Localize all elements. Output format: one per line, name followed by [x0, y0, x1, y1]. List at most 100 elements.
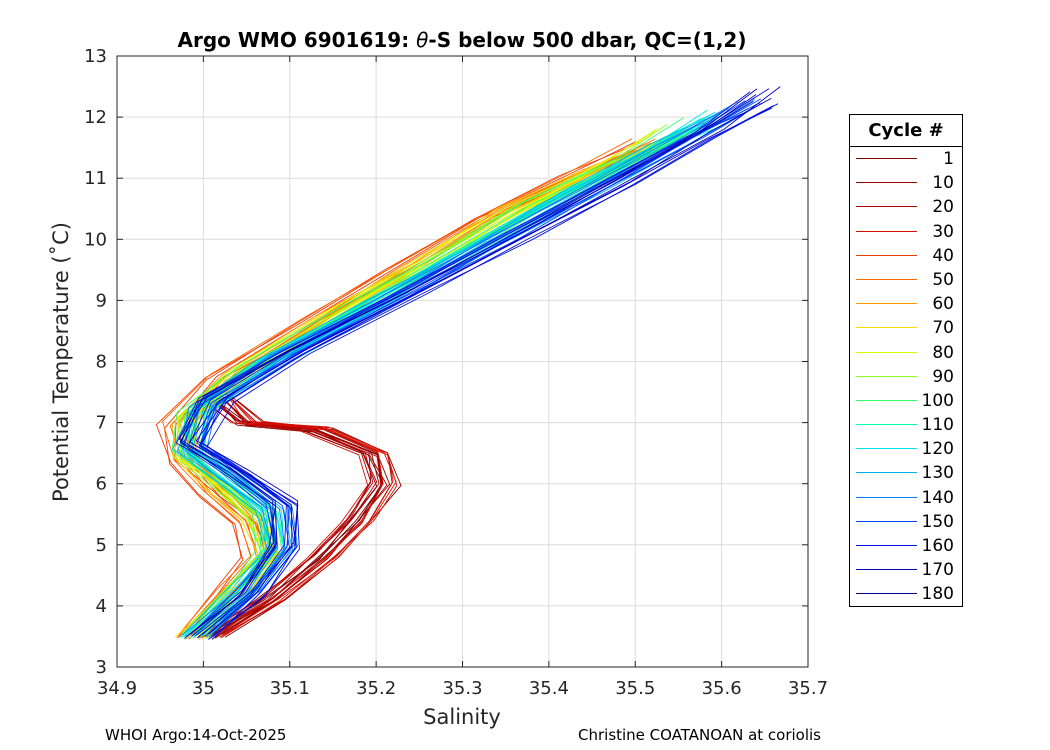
profile-line — [206, 103, 779, 638]
legend-entry: 170 — [850, 558, 962, 582]
profile-line — [189, 98, 772, 639]
legend-label: 70 — [932, 318, 954, 339]
legend-swatch — [856, 545, 917, 546]
profile-line — [171, 142, 652, 639]
y-axis-ticks: 3 4 5 6 7 8 9 10 11 12 13 — [84, 46, 808, 678]
legend-entry: 1 — [850, 147, 962, 171]
legend-swatch — [856, 327, 917, 329]
legend-entry: 80 — [850, 341, 962, 365]
legend-label: 100 — [921, 390, 954, 411]
legend-entry: 50 — [850, 268, 962, 292]
legend-swatch — [856, 182, 917, 184]
legend-swatch — [856, 206, 917, 208]
legend-swatch — [856, 399, 917, 401]
y-tick-label: 6 — [96, 474, 107, 495]
profile-line — [196, 131, 685, 638]
legend-label: 150 — [921, 511, 954, 532]
x-tick-label: 35.7 — [788, 678, 828, 699]
legend-entry: 130 — [850, 461, 962, 485]
legend-swatch — [856, 593, 917, 595]
profile-line — [195, 86, 781, 635]
legend-label: 110 — [921, 415, 954, 436]
legend-label: 20 — [932, 197, 954, 218]
legend-entry: 90 — [850, 365, 962, 389]
legend-label: 60 — [932, 294, 954, 315]
legend-entry: 110 — [850, 413, 962, 437]
legend-label: 30 — [932, 221, 954, 242]
x-tick-label: 35 — [192, 678, 215, 699]
legend-label: 120 — [921, 439, 954, 460]
y-tick-label: 4 — [96, 596, 107, 617]
legend-swatch — [856, 254, 917, 256]
y-axis-label: Potential Temperature (˚C) — [49, 222, 73, 502]
legend-entry: 160 — [850, 534, 962, 558]
legend-entry: 150 — [850, 510, 962, 534]
profile-line — [180, 100, 754, 638]
legend-label: 50 — [932, 269, 954, 290]
legend-entry: 60 — [850, 292, 962, 316]
profile-line — [179, 88, 758, 635]
legend-entry: 30 — [850, 220, 962, 244]
y-tick-label: 12 — [84, 107, 107, 128]
profile-line — [171, 117, 684, 634]
legend-swatch — [856, 496, 917, 498]
legend-swatch — [856, 158, 917, 159]
legend-swatch — [856, 472, 917, 474]
legend-entry: 120 — [850, 437, 962, 461]
y-tick-label: 8 — [96, 352, 107, 373]
x-tick-label: 35.3 — [442, 678, 482, 699]
y-tick-label: 7 — [96, 413, 107, 434]
profile-line — [198, 401, 369, 638]
profile-line — [162, 138, 633, 635]
profile-line — [200, 397, 374, 639]
profile-line — [194, 131, 684, 637]
grid — [117, 56, 808, 667]
chart-title: Argo WMO 6901619: θ-S below 500 dbar, QC… — [178, 28, 747, 52]
legend-entry: 70 — [850, 316, 962, 340]
legend-swatch — [856, 278, 917, 280]
legend-swatch — [856, 569, 917, 571]
legend-label: 130 — [921, 463, 954, 484]
legend-entry: 20 — [850, 195, 962, 219]
profile-line — [180, 107, 729, 636]
profile-line — [223, 394, 394, 635]
y-tick-label: 3 — [96, 657, 107, 678]
footer-left: WHOI Argo:14-Oct-2025 — [105, 726, 287, 744]
profile-line — [202, 115, 741, 638]
x-tick-label: 35.6 — [702, 678, 742, 699]
y-tick-label: 10 — [84, 229, 107, 250]
legend-entry: 40 — [850, 244, 962, 268]
legend-label: 80 — [932, 342, 954, 363]
profile-line — [155, 147, 629, 639]
legend-label: 180 — [921, 584, 954, 605]
y-tick-label: 13 — [84, 46, 107, 67]
legend-label: 10 — [932, 173, 954, 194]
profile-line — [222, 394, 397, 636]
legend-entry: 10 — [850, 171, 962, 195]
legend-entry: 140 — [850, 486, 962, 510]
profile-line — [220, 401, 398, 639]
data-series — [155, 86, 781, 640]
x-axis-ticks: 34.9 35 35.1 35.2 35.3 35.4 35.5 35.6 35.7 — [97, 56, 828, 699]
legend-swatch — [856, 230, 917, 232]
legend-label: 160 — [921, 536, 954, 556]
x-tick-label: 35.4 — [529, 678, 569, 699]
y-tick-label: 11 — [84, 168, 107, 189]
x-axis-label: Salinity — [423, 705, 501, 729]
legend-title: Cycle # — [850, 115, 962, 147]
legend-entries: 1 10 20 30 40 50 60 70 80 90 100 110 120 130 140 150 160… — [850, 147, 962, 607]
legend-label: 140 — [921, 487, 954, 508]
legend-swatch — [856, 448, 917, 450]
legend-label: 90 — [932, 366, 954, 387]
legend-label: 170 — [921, 560, 954, 581]
legend-entry: 180 — [850, 582, 962, 606]
x-tick-label: 35.2 — [356, 678, 396, 699]
legend-label: 40 — [932, 245, 954, 266]
x-tick-label: 35.1 — [270, 678, 310, 699]
profile-line — [200, 107, 773, 640]
profile-line — [198, 105, 774, 640]
legend: Cycle # 1 10 20 30 40 50 60 70 80 90 100 110 120 130 1… — [849, 114, 963, 607]
profile-line — [189, 94, 757, 636]
